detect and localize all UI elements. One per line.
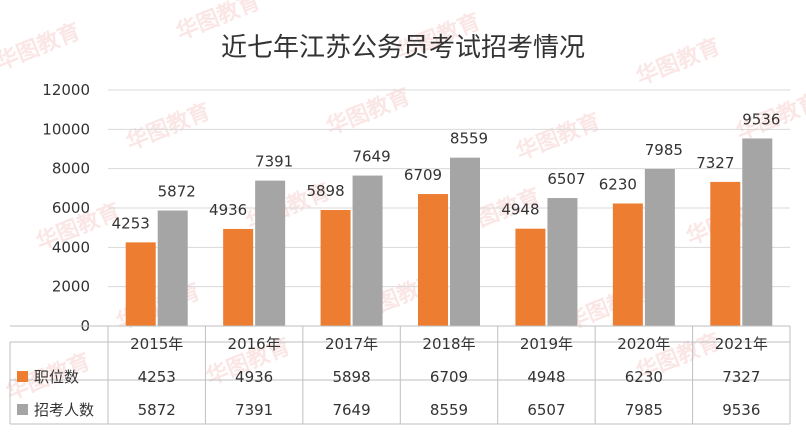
watermark-text: 华图教育: [513, 108, 604, 165]
table-cell: 4936: [235, 368, 273, 386]
table-cell: 7327: [722, 368, 760, 386]
data-label: 7327: [696, 154, 734, 172]
bar-applicants: [157, 210, 188, 326]
table-cell: 6507: [527, 401, 565, 419]
table-cell: 6230: [625, 368, 663, 386]
data-label: 6709: [404, 166, 442, 184]
category-label: 2018年: [422, 335, 475, 353]
legend-swatch: [17, 404, 28, 415]
data-label: 5898: [306, 182, 344, 200]
bar-applicants: [547, 198, 578, 326]
table-cell: 5898: [332, 368, 370, 386]
bar-applicants: [742, 138, 773, 326]
table-cell: 4948: [527, 368, 565, 386]
data-label: 8559: [450, 130, 488, 148]
gridlines: [108, 89, 790, 327]
bar-positions: [710, 181, 741, 326]
data-label: 4253: [112, 214, 150, 232]
y-tick-label: 4000: [52, 238, 90, 256]
bar-applicants: [450, 157, 480, 326]
table-cell: 5872: [138, 401, 176, 419]
y-tick-label: 12000: [42, 81, 90, 99]
category-label: 2019年: [520, 335, 573, 353]
data-label: 4936: [209, 201, 247, 219]
data-label: 6507: [547, 170, 585, 188]
y-tick-label: 10000: [42, 120, 90, 138]
y-tick-label: 6000: [52, 199, 90, 217]
legend-swatch: [17, 371, 28, 382]
legend-label: 职位数: [34, 368, 79, 386]
table-cell: 6709: [430, 368, 468, 386]
table-cell: 8559: [430, 401, 468, 419]
bar-applicants: [644, 168, 675, 326]
bar-applicants: [352, 175, 383, 326]
data-labels: 4253 5872 4936 7391 5898 7649 6709 8559 4948 6507…: [112, 110, 781, 232]
data-label: 7391: [255, 153, 293, 171]
category-label: 2021年: [715, 335, 768, 353]
chart-title: 近七年江苏公务员考试招考情况: [221, 33, 585, 63]
legend-label: 招考人数: [34, 401, 94, 419]
bar-positions: [125, 242, 156, 326]
data-label: 5872: [158, 183, 196, 201]
bar-applicants: [255, 180, 286, 326]
table-cell: 4253: [138, 368, 176, 386]
table-cell: 7649: [332, 401, 370, 419]
bar-positions: [515, 228, 546, 326]
data-label: 7649: [352, 148, 390, 166]
category-label: 2015年: [130, 335, 183, 353]
y-tick-label: 2000: [52, 278, 90, 296]
watermark-text: 华图教育: [633, 33, 724, 90]
data-label: 9536: [742, 110, 780, 128]
category-label: 2020年: [617, 335, 670, 353]
y-tick-label: 8000: [52, 160, 90, 178]
watermark-text: 华图教育: [0, 18, 84, 75]
watermark-text: 华图教育: [323, 83, 414, 140]
data-label: 4948: [501, 201, 539, 219]
category-label: 2016年: [228, 335, 281, 353]
table-cell: 7985: [625, 401, 663, 419]
bars: [125, 138, 773, 326]
bar-positions: [612, 203, 643, 326]
data-label: 7985: [645, 141, 683, 159]
bar-positions: [320, 210, 351, 326]
table-cell: 7391: [235, 401, 273, 419]
table-cell: 9536: [722, 401, 760, 419]
watermark-text: 华图教育: [123, 98, 214, 155]
bar-positions: [223, 228, 254, 326]
bar-positions: [418, 194, 448, 326]
data-label: 6230: [599, 175, 637, 193]
category-label: 2017年: [325, 335, 378, 353]
